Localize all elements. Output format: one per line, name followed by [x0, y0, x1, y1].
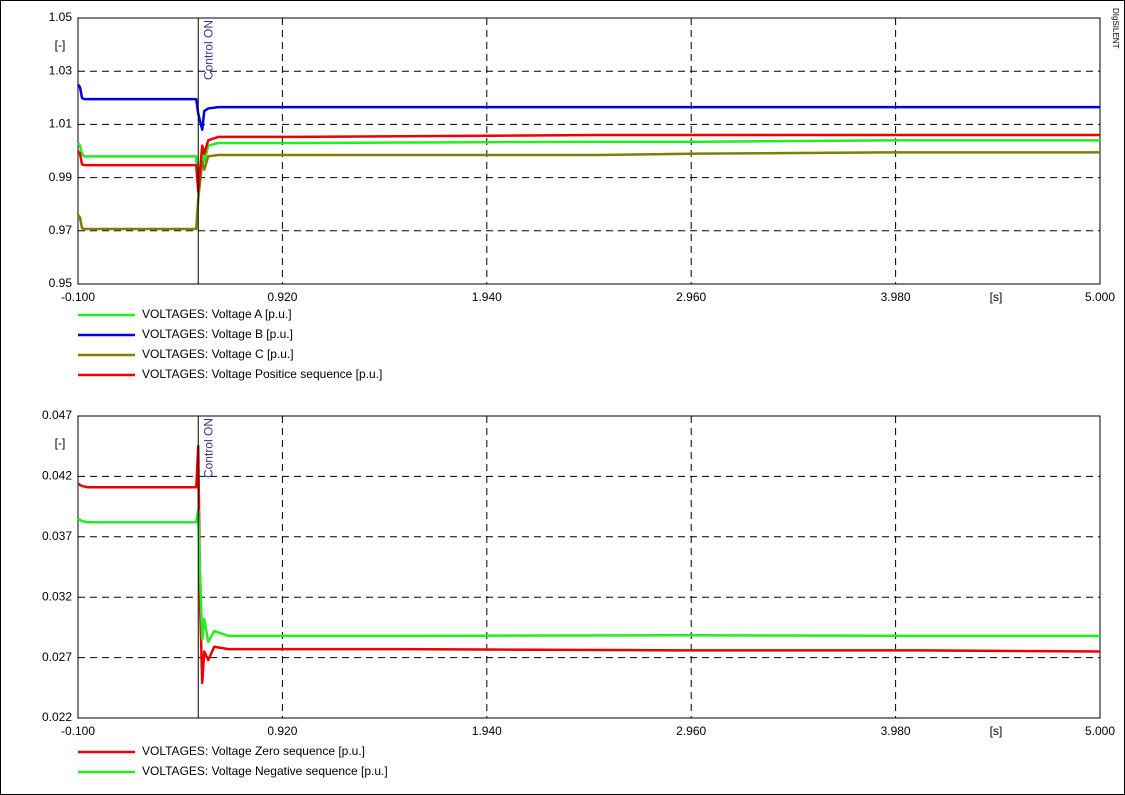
- y-tick-label: 1.01: [49, 117, 73, 131]
- series-line: [77, 133, 1100, 193]
- legend-label: VOLTAGES: Voltage Negative sequence [p.u…: [142, 764, 388, 778]
- x-tick-label: 0.920: [267, 724, 297, 738]
- legend-label: VOLTAGES: Voltage C [p.u.]: [142, 347, 294, 361]
- x-tick-label: 5.000: [1085, 290, 1115, 304]
- series-line: [77, 139, 1100, 195]
- x-tick-label: 2.960: [676, 724, 706, 738]
- y-tick-label: 0.97: [49, 223, 73, 237]
- x-tick-label: -0.100: [61, 290, 95, 304]
- x-tick-label: 3.980: [881, 290, 911, 304]
- x-tick-label: 1.940: [472, 724, 502, 738]
- x-tick-label: 0.920: [267, 290, 297, 304]
- y-unit: [-]: [55, 436, 66, 450]
- event-label: Control ON: [201, 418, 215, 478]
- y-tick-label: 1.03: [49, 63, 73, 77]
- series-line: [77, 444, 1101, 685]
- series-line: [77, 151, 1100, 231]
- y-tick-label: 0.037: [42, 529, 72, 543]
- y-tick-label: 0.042: [42, 469, 72, 483]
- legend-label: VOLTAGES: Voltage Zero sequence [p.u.]: [142, 744, 365, 758]
- y-tick-label: 0.047: [42, 408, 72, 422]
- y-tick-label: 0.032: [42, 589, 72, 603]
- series-line: [77, 83, 1100, 131]
- x-tick-label: -0.100: [61, 724, 95, 738]
- y-unit: [-]: [55, 38, 66, 52]
- legend-label: VOLTAGES: Voltage Positice sequence [p.u…: [142, 367, 382, 381]
- x-tick-label: 3.980: [881, 724, 911, 738]
- y-tick-label: 0.027: [42, 650, 72, 664]
- x-unit: [s]: [990, 290, 1003, 304]
- y-tick-label: 1.05: [49, 10, 73, 24]
- legend-label: VOLTAGES: Voltage B [p.u.]: [142, 327, 293, 341]
- plot-frame: [77, 415, 1101, 719]
- event-label: Control ON: [201, 20, 215, 80]
- y-tick-label: 0.99: [49, 170, 73, 184]
- legend-label: VOLTAGES: Voltage A [p.u.]: [142, 307, 292, 321]
- series-line: [77, 508, 1100, 644]
- watermark: DIgSILENT: [1111, 8, 1120, 49]
- y-tick-label: 0.95: [49, 276, 73, 290]
- x-tick-label: 1.940: [472, 290, 502, 304]
- y-tick-label: 0.022: [42, 710, 72, 724]
- x-unit: [s]: [990, 724, 1003, 738]
- x-tick-label: 2.960: [676, 290, 706, 304]
- x-tick-label: 5.000: [1085, 724, 1115, 738]
